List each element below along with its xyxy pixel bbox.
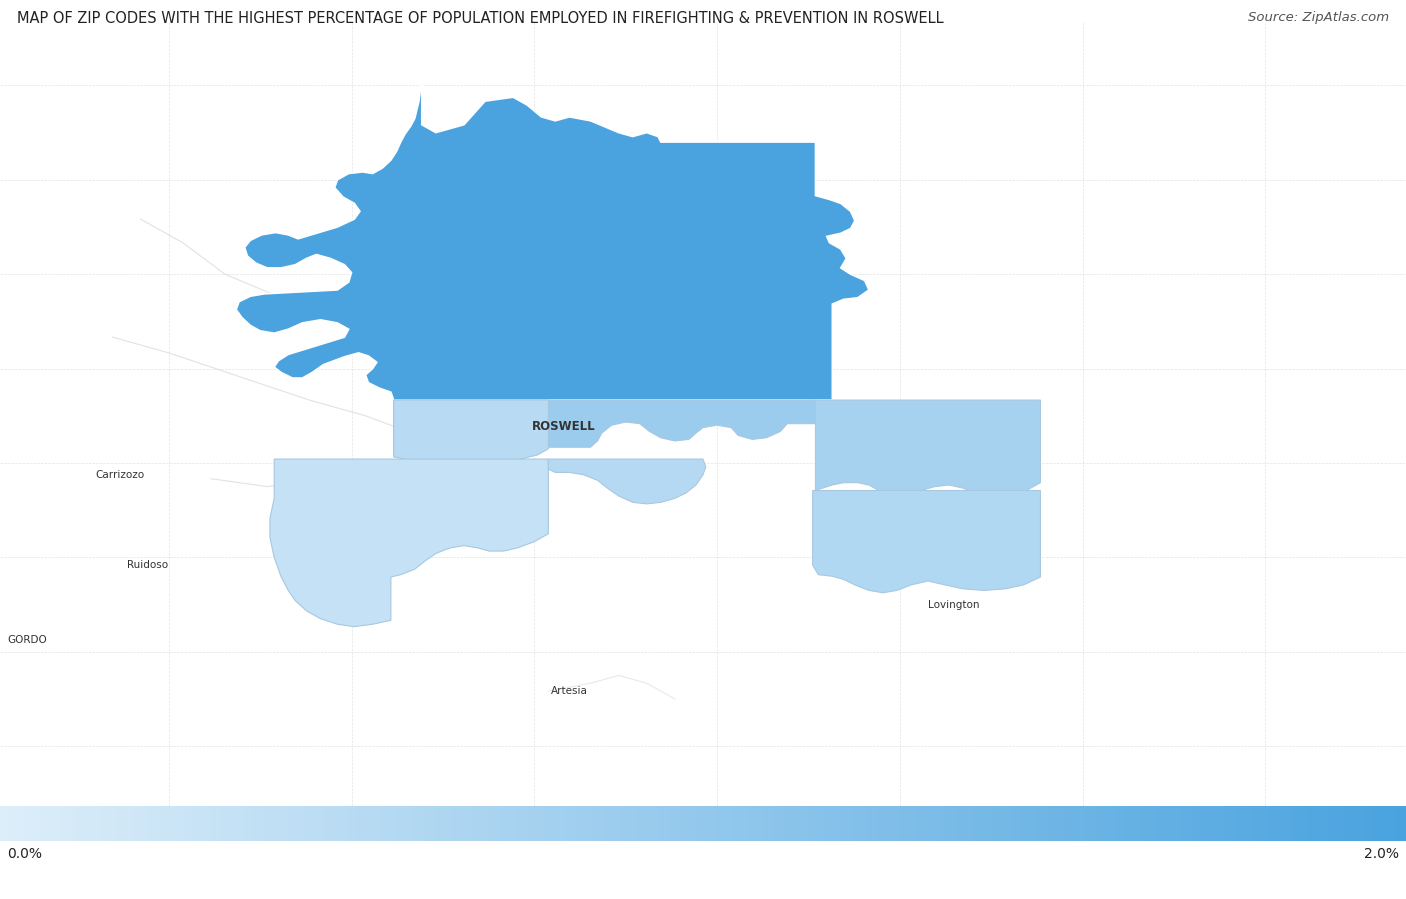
Polygon shape <box>236 77 869 400</box>
Text: Source: ZipAtlas.com: Source: ZipAtlas.com <box>1249 11 1389 23</box>
Polygon shape <box>394 400 548 467</box>
Text: Lovington: Lovington <box>928 600 980 610</box>
Text: Carrizozo: Carrizozo <box>96 470 145 480</box>
Polygon shape <box>815 400 1040 496</box>
Polygon shape <box>813 491 1040 592</box>
Text: Artesia: Artesia <box>551 686 588 696</box>
Polygon shape <box>270 459 548 627</box>
Text: ROSWELL: ROSWELL <box>531 420 595 432</box>
Text: Ruidoso: Ruidoso <box>127 560 167 570</box>
Polygon shape <box>394 400 815 459</box>
Text: GORDO: GORDO <box>7 635 46 645</box>
Text: MAP OF ZIP CODES WITH THE HIGHEST PERCENTAGE OF POPULATION EMPLOYED IN FIREFIGHT: MAP OF ZIP CODES WITH THE HIGHEST PERCEN… <box>17 11 943 26</box>
Text: 2.0%: 2.0% <box>1364 847 1399 861</box>
Text: 0.0%: 0.0% <box>7 847 42 861</box>
Polygon shape <box>548 459 706 503</box>
